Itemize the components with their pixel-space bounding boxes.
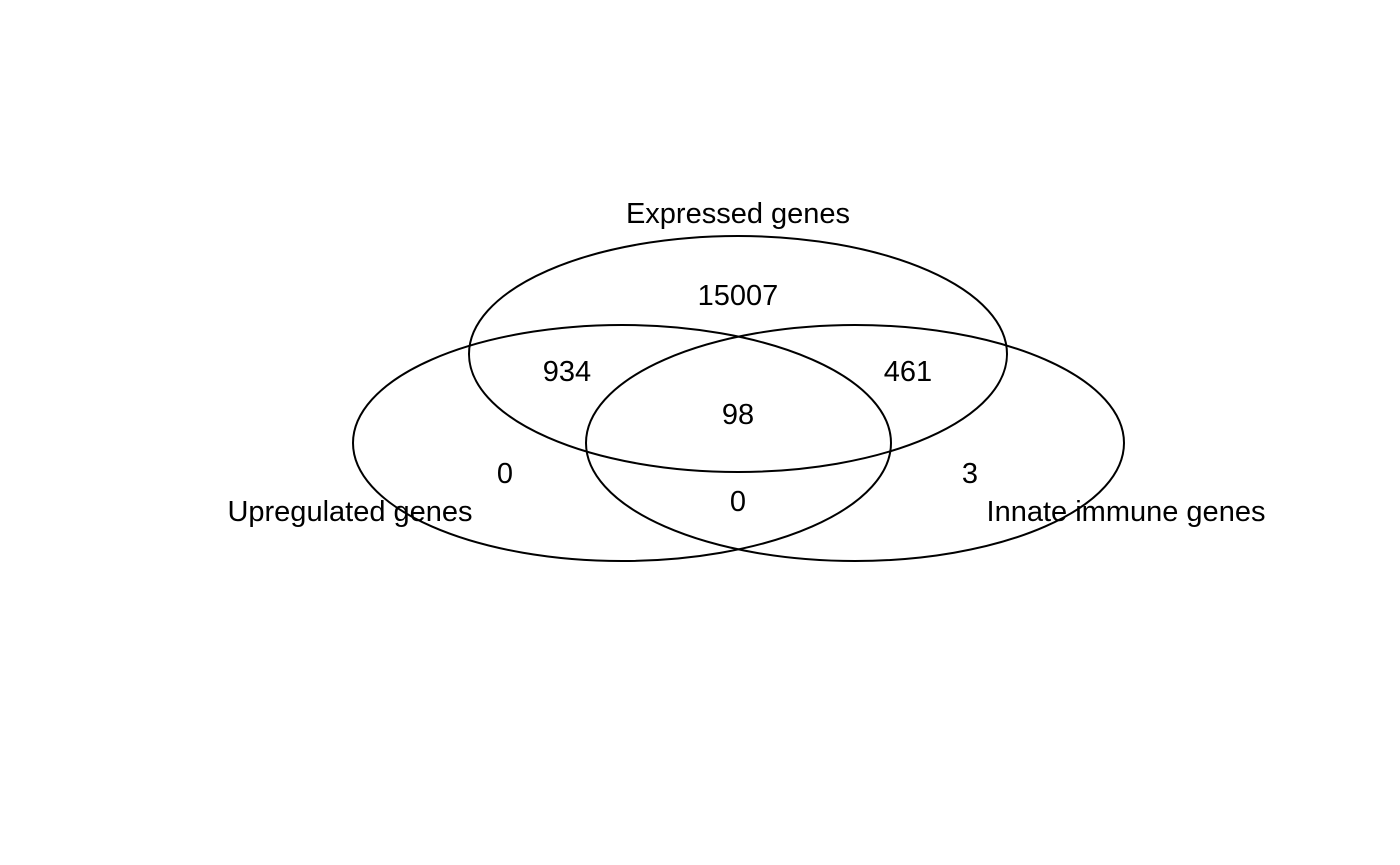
innate-immune-genes-ellipse (585, 324, 1125, 562)
upregulated-genes-ellipse (352, 324, 892, 562)
count-all-three: 98 (722, 399, 754, 431)
count-expressed-innate: 461 (884, 356, 932, 388)
upregulated-genes-label: Upregulated genes (227, 496, 472, 528)
count-innate-only: 3 (962, 458, 978, 490)
expressed-genes-ellipse (468, 235, 1008, 473)
count-upregulated-innate: 0 (730, 486, 746, 518)
count-upregulated-only: 0 (497, 458, 513, 490)
expressed-genes-label: Expressed genes (626, 198, 850, 230)
count-expressed-only: 15007 (698, 280, 779, 312)
innate-immune-genes-label: Innate immune genes (987, 496, 1266, 528)
count-expressed-upregulated: 934 (543, 356, 591, 388)
